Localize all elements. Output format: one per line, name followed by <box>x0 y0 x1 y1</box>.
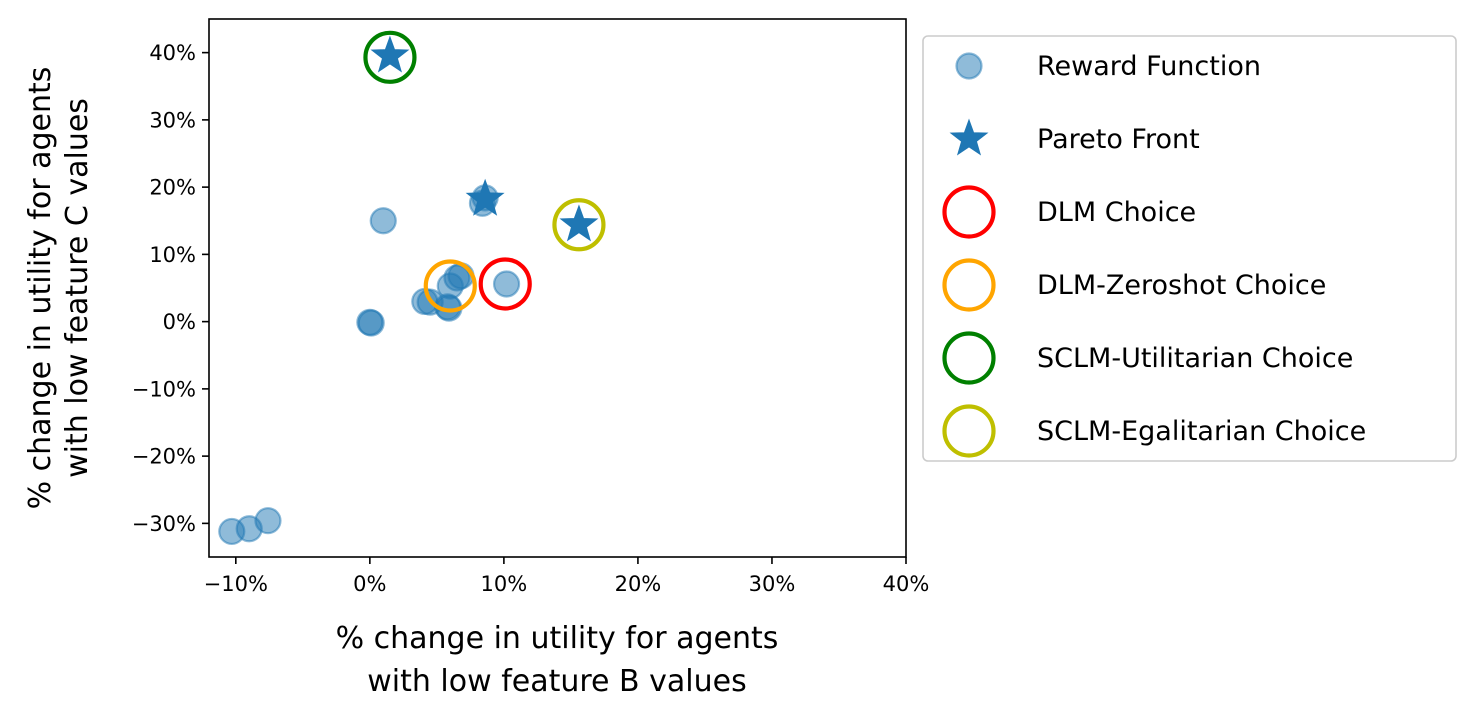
sclm-utilitarian-choice-point <box>363 30 417 84</box>
x-tick-label: −10% <box>204 572 268 596</box>
plot-marks <box>218 30 606 546</box>
x-axis-label-line1: % change in utility for agents <box>336 621 779 656</box>
x-tick-label: 20% <box>615 572 662 596</box>
legend-label-dlm-choice: DLM Choice <box>1037 197 1196 228</box>
y-tick-label: 20% <box>149 176 196 200</box>
dlm-zeroshot-choice-point <box>423 259 477 313</box>
y-tick-label: 0% <box>163 310 196 334</box>
pareto-front-point <box>559 204 599 242</box>
y-axis-label-line2: with low feature C values <box>60 98 95 478</box>
y-tick-label: −10% <box>132 377 196 401</box>
plot-frame <box>208 18 907 558</box>
legend-marker-sclm-utilitarian-choice <box>942 331 996 385</box>
x-axis-ticks: −10% 0% 10% 20% 30% 40% <box>204 557 930 596</box>
y-tick-label: 10% <box>149 243 196 267</box>
legend-marker-reward-function <box>955 52 983 80</box>
legend-marker-pareto-front <box>949 118 989 156</box>
pareto-front-point <box>370 35 410 73</box>
legend: Reward Function Pareto Front DLM Choice DLM… <box>922 35 1457 462</box>
y-tick-label: 30% <box>149 108 196 132</box>
legend-marker-dlm-choice <box>942 185 996 239</box>
x-tick-label: 0% <box>353 572 386 596</box>
y-axis-label-line1: % change in utility for agents <box>23 67 58 510</box>
x-tick-label: 40% <box>883 572 930 596</box>
reward-function-point <box>254 507 282 535</box>
dlm-choice-point <box>478 257 532 311</box>
legend-frame <box>922 35 1457 462</box>
legend-marker-dlm-zeroshot-choice <box>942 258 996 312</box>
y-tick-label: 40% <box>149 41 196 65</box>
sclm-egalitarian-choice-point <box>552 198 606 252</box>
reward-function-point <box>447 262 475 290</box>
y-tick-label: −30% <box>132 512 196 536</box>
legend-label-reward-function: Reward Function <box>1037 51 1261 82</box>
legend-label-sclm-utilitarian-choice: SCLM-Utilitarian Choice <box>1037 343 1353 374</box>
reward-function-point <box>492 270 521 298</box>
y-axis-ticks: −30% −20% −10% 0% 10% 20% 30% 40% <box>132 41 209 536</box>
legend-label-sclm-egalitarian-choice: SCLM-Egalitarian Choice <box>1037 416 1366 447</box>
x-tick-label: 30% <box>749 572 796 596</box>
reward-function-point <box>357 309 385 337</box>
x-tick-label: 10% <box>481 572 528 596</box>
reward-function-point <box>369 207 397 235</box>
legend-marker-sclm-egalitarian-choice <box>942 404 996 458</box>
pareto-front-point <box>465 178 505 216</box>
x-axis-label-line2: with low feature B values <box>367 664 746 699</box>
legend-items: Reward Function Pareto Front DLM Choice DLM… <box>942 51 1366 458</box>
legend-label-pareto-front: Pareto Front <box>1037 124 1200 155</box>
legend-label-dlm-zeroshot-choice: DLM-Zeroshot Choice <box>1037 270 1326 301</box>
y-tick-label: −20% <box>132 445 196 469</box>
